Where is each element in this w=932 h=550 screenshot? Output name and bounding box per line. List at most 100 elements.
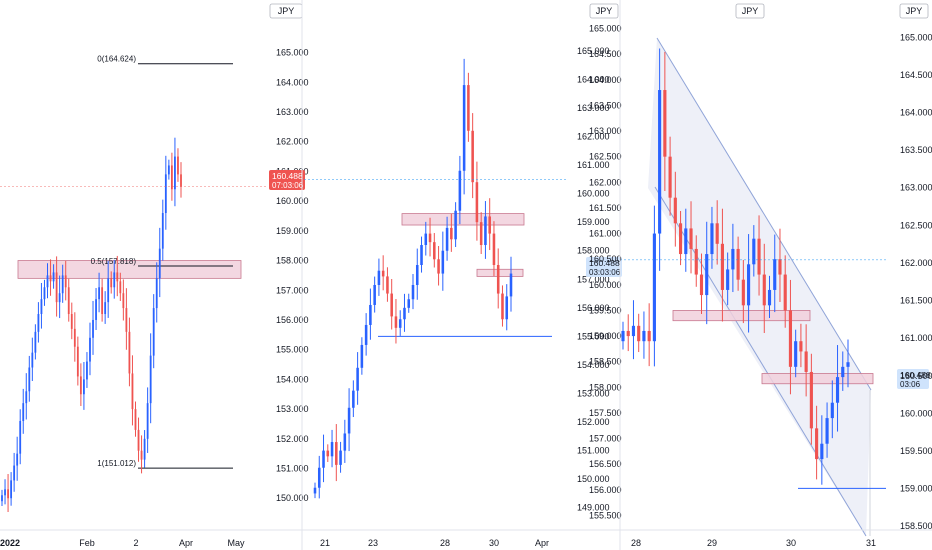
price-tick-label: 164.500 (900, 70, 932, 80)
price-tick-label: 162.500 (589, 152, 622, 162)
candle-body (762, 274, 766, 306)
candle-body (454, 210, 457, 240)
candle-body (22, 403, 25, 421)
candle-body (846, 362, 850, 367)
candle-body (83, 379, 85, 395)
price-tick-label: 165.000 (589, 24, 622, 34)
candle-body (673, 197, 677, 224)
plot-area[interactable] (304, 58, 568, 499)
supply-demand-zone[interactable] (401, 213, 525, 226)
currency-badge (589, 3, 619, 19)
currency-label: JPY (278, 6, 295, 16)
time-axis[interactable]: 21 23 28 30 Apr (320, 538, 549, 548)
price-tick-label: 151.000 (276, 464, 309, 474)
price-tick-label: 162.000 (276, 137, 309, 147)
last-price-value: 160.488 (272, 171, 303, 181)
candle-body (339, 450, 342, 465)
price-tick-label: 158.500 (589, 357, 622, 367)
candle-body (390, 293, 393, 317)
channel-upper-line[interactable] (656, 37, 872, 391)
time-tick-label: May (227, 538, 245, 548)
candle-body (825, 418, 829, 444)
candle-body (330, 442, 334, 457)
candle-body (747, 264, 751, 306)
supply-demand-zone[interactable] (476, 268, 524, 277)
candle-body (731, 248, 735, 270)
price-axis[interactable]: JPY 150.000 151.000 152.000 153.000 154.000 1… (269, 3, 309, 503)
price-axis[interactable]: JPY 149.000150.000151.000152.000153.0001… (577, 3, 622, 513)
candle-body (7, 489, 9, 499)
candle-body (137, 429, 140, 451)
candle-body (364, 324, 368, 345)
price-tick-label: 154.000 (577, 360, 610, 370)
time-axis[interactable]: 2022 Feb 2 Apr May (0, 538, 245, 548)
price-tick-label: 162.000 (589, 177, 622, 187)
chart-panel-daily[interactable]: 0(164.624) 0.5(157.818) 1(151.012) JPY 150… (0, 3, 309, 548)
price-tick-label: 159.000 (900, 484, 932, 494)
supply-demand-zone[interactable] (672, 310, 811, 322)
candle-body (678, 223, 683, 255)
candle-body (64, 275, 67, 288)
chart-panel-1h[interactable]: JPY 155.500 156.000 156.500 157.000 157.500 1… (589, 3, 932, 548)
candle-body (37, 314, 40, 332)
candle-body (637, 325, 641, 342)
candle-body (13, 465, 16, 481)
time-axis[interactable]: 28 29 30 31 (631, 538, 876, 548)
plot-area[interactable]: 0(164.624) 0.5(157.818) 1(151.012) (0, 55, 268, 513)
candle-body (804, 351, 808, 372)
candle-body (170, 165, 173, 190)
candle-body (369, 304, 372, 325)
candle-body (373, 284, 376, 305)
price-tick-label: 163.500 (589, 100, 622, 110)
price-tick-label: 163.000 (589, 126, 622, 136)
price-tick-label: 153.000 (276, 404, 309, 414)
fib-level-label: 0.5(157.818) (91, 257, 137, 266)
candle-body (343, 433, 347, 451)
candle-body (152, 308, 155, 356)
price-tick-label: 156.000 (589, 485, 622, 495)
candle-body (799, 341, 803, 352)
candle-body (689, 228, 693, 249)
candle-body (475, 182, 479, 223)
candle-body (40, 299, 43, 315)
supply-demand-zone[interactable] (761, 373, 874, 385)
supply-demand-zone[interactable] (17, 260, 242, 279)
candle-body (16, 453, 19, 466)
candle-body (122, 293, 125, 309)
candle-body (835, 377, 840, 403)
candle-body (73, 328, 76, 347)
price-axis[interactable]: JPY 155.500 156.000 156.500 157.000 157.500 1… (589, 3, 929, 520)
time-tick-label: Apr (535, 538, 549, 548)
candle-body (407, 299, 411, 308)
chart-panel-4h[interactable]: JPY 149.000150.000151.000152.000153.0001… (304, 3, 622, 548)
time-tick-label: 29 (707, 538, 717, 548)
candle-body (356, 367, 359, 391)
price-tick-label: 164.500 (589, 49, 622, 59)
plot-area[interactable] (620, 37, 888, 537)
candle-body (720, 243, 724, 290)
last-price-badge (269, 170, 305, 190)
price-tick-label: 163.500 (900, 145, 932, 155)
candle-body (488, 216, 491, 234)
candle-body (462, 85, 466, 171)
candle-body (155, 278, 158, 309)
candle-body (25, 391, 28, 404)
candles (1, 137, 182, 513)
candle-body (128, 331, 131, 374)
candle-body (164, 174, 167, 214)
candle-body (28, 367, 31, 392)
candle-body (31, 352, 34, 368)
fib-level-label: 0(164.624) (97, 55, 136, 64)
candle-body (92, 319, 94, 338)
candle-body (46, 275, 49, 288)
price-tick-label: 159.500 (589, 305, 622, 315)
candle-body (652, 233, 656, 342)
candle-body (101, 287, 104, 315)
price-tick-label: 164.000 (577, 74, 610, 84)
candle-body (403, 307, 406, 320)
price-tick-label: 161.500 (589, 203, 622, 213)
candle-body (110, 278, 113, 288)
price-tick-label: 162.500 (900, 220, 932, 230)
price-tick-label: 161.000 (589, 229, 622, 239)
